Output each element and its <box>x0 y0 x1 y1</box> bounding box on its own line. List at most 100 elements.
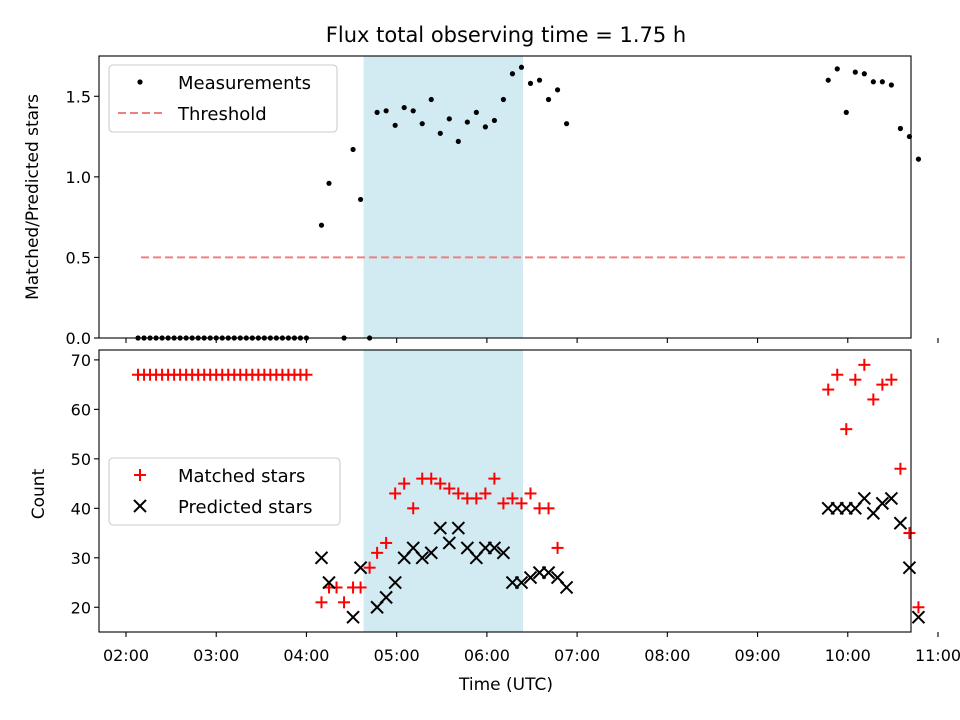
measurements-point-37 <box>392 122 398 128</box>
x-tick-label: 11:00 <box>915 646 960 665</box>
legend-label-matched-stars: Matched stars <box>178 466 305 487</box>
matched-stars-point-51 <box>506 492 519 505</box>
predicted-stars-point-10 <box>424 546 438 560</box>
x-tick-label: 10:00 <box>825 646 871 665</box>
top-legend: Measurements Threshold <box>108 64 338 133</box>
predicted-stars-point-3 <box>353 560 368 575</box>
measurements-point-45 <box>464 119 470 125</box>
top-shaded-layer <box>363 56 523 338</box>
matched-stars-point-43 <box>434 477 447 490</box>
bottom-panel: 20 30 40 50 60 70 02:00 03:00 04:00 05:00 06:00 07… <box>29 349 960 695</box>
measurements-point-43 <box>446 116 452 122</box>
matched-stars-point-50 <box>497 497 510 510</box>
chart-title: Flux total observing time = 1.75 h <box>326 23 686 47</box>
measurements-point-29 <box>318 222 325 228</box>
top-y-tick-label: 1.0 <box>66 168 91 187</box>
x-tick-label: 07:00 <box>554 646 600 665</box>
bottom-legend-box <box>108 457 341 526</box>
top-y-tick-label: 0.5 <box>66 248 91 267</box>
predicted-stars-point-12 <box>442 536 457 550</box>
bottom-y-ticks: 20 30 40 50 60 70 <box>71 351 99 617</box>
measurements-point-59 <box>843 109 849 115</box>
matched-stars-point-35 <box>363 561 376 574</box>
bottom-x-ticks: 02:00 03:00 04:00 05:00 06:00 07:00 08:00 09:00… <box>103 632 960 665</box>
top-panel: 0.0 0.5 1.0 1.5 Matched/Predicted stars Mea… <box>23 55 939 348</box>
matched-stars-point-57 <box>822 383 835 396</box>
legend-marker-predicted-stars <box>133 499 147 513</box>
measurements-point-58 <box>834 66 840 72</box>
matched-stars-point-28 <box>300 368 313 381</box>
matched-stars-point-65 <box>894 462 907 475</box>
predicted-stars-point-13 <box>451 521 466 535</box>
measurements-point-44 <box>455 138 461 145</box>
x-tick-label: 02:00 <box>103 646 149 665</box>
predicted-stars-point-1 <box>322 575 336 590</box>
bottom-marks-layer <box>132 358 926 624</box>
measurements-point-36 <box>383 108 389 114</box>
top-y-axis-label: Matched/Predicted stars <box>23 94 43 300</box>
bottom-y-axis-label: Count <box>29 468 49 519</box>
top-observing-window <box>363 56 523 338</box>
matched-stars-point-66 <box>903 527 916 540</box>
matched-stars-point-56 <box>551 541 564 554</box>
top-y-tick-label: 1.5 <box>66 87 91 106</box>
legend-marker-measurements <box>137 79 143 85</box>
measurements-point-42 <box>437 130 443 136</box>
predicted-stars-point-11 <box>433 521 447 535</box>
measurements-point-32 <box>350 146 356 153</box>
bottom-y-tick-label: 30 <box>71 549 91 568</box>
x-tick-label: 04:00 <box>283 646 329 665</box>
predicted-stars-point-2 <box>346 610 360 624</box>
measurements-point-52 <box>527 80 534 86</box>
matched-stars-point-29 <box>315 596 328 609</box>
predicted-stars-point-20 <box>514 575 529 590</box>
predicted-stars-point-32 <box>875 496 890 511</box>
measurements-point-39 <box>410 108 416 114</box>
measurements-point-48 <box>491 117 498 124</box>
predicted-stars-point-9 <box>415 551 429 565</box>
bottom-y-tick-label: 20 <box>71 598 91 617</box>
measurements-point-33 <box>357 196 364 203</box>
matched-stars-point-48 <box>479 487 492 500</box>
matched-stars-point-55 <box>542 502 555 515</box>
top-legend-box <box>108 64 338 133</box>
legend-marker-matched-stars <box>134 469 146 481</box>
bottom-shaded-layer <box>363 350 523 632</box>
bottom-y-tick-label: 70 <box>71 351 91 370</box>
matched-stars-point-40 <box>407 502 420 515</box>
measurements-point-56 <box>563 121 570 127</box>
matched-stars-point-32 <box>338 596 351 609</box>
bottom-y-tick-label: 40 <box>71 499 91 518</box>
measurements-point-51 <box>518 64 525 70</box>
measurements-point-30 <box>326 180 332 186</box>
measurements-point-40 <box>419 121 425 127</box>
measurements-point-50 <box>509 71 516 77</box>
predicted-stars-point-5 <box>379 590 393 605</box>
measurements-point-46 <box>473 109 479 115</box>
legend-label-threshold: Threshold <box>177 104 267 125</box>
predicted-stars-point-18 <box>496 546 511 560</box>
bottom-y-tick-label: 60 <box>71 400 91 419</box>
bottom-y-tick-label: 50 <box>71 450 91 469</box>
bottom-observing-window <box>363 350 523 632</box>
x-tick-label: 06:00 <box>464 646 510 665</box>
bottom-axes-frame <box>98 349 912 633</box>
top-y-tick-label: 0.0 <box>66 329 91 348</box>
predicted-stars-point-23 <box>541 565 556 580</box>
matched-stars-point-37 <box>380 536 393 549</box>
measurements-point-47 <box>482 124 488 130</box>
matched-stars-point-45 <box>452 487 465 500</box>
predicted-stars-point-35 <box>902 560 917 575</box>
matched-stars-point-59 <box>840 423 853 436</box>
top-x-ticks <box>125 338 939 343</box>
legend-label-measurements: Measurements <box>178 73 311 94</box>
measurements-point-55 <box>554 87 561 93</box>
measurements-point-38 <box>401 104 407 111</box>
matched-stars-point-53 <box>524 487 537 500</box>
top-y-ticks: 0.0 0.5 1.0 1.5 <box>66 87 99 348</box>
measurements-point-35 <box>374 109 380 115</box>
measurements-point-64 <box>888 82 894 88</box>
predicted-stars-point-21 <box>523 570 538 585</box>
measurements-point-60 <box>852 69 858 75</box>
legend-label-predicted-stars: Predicted stars <box>178 497 312 518</box>
